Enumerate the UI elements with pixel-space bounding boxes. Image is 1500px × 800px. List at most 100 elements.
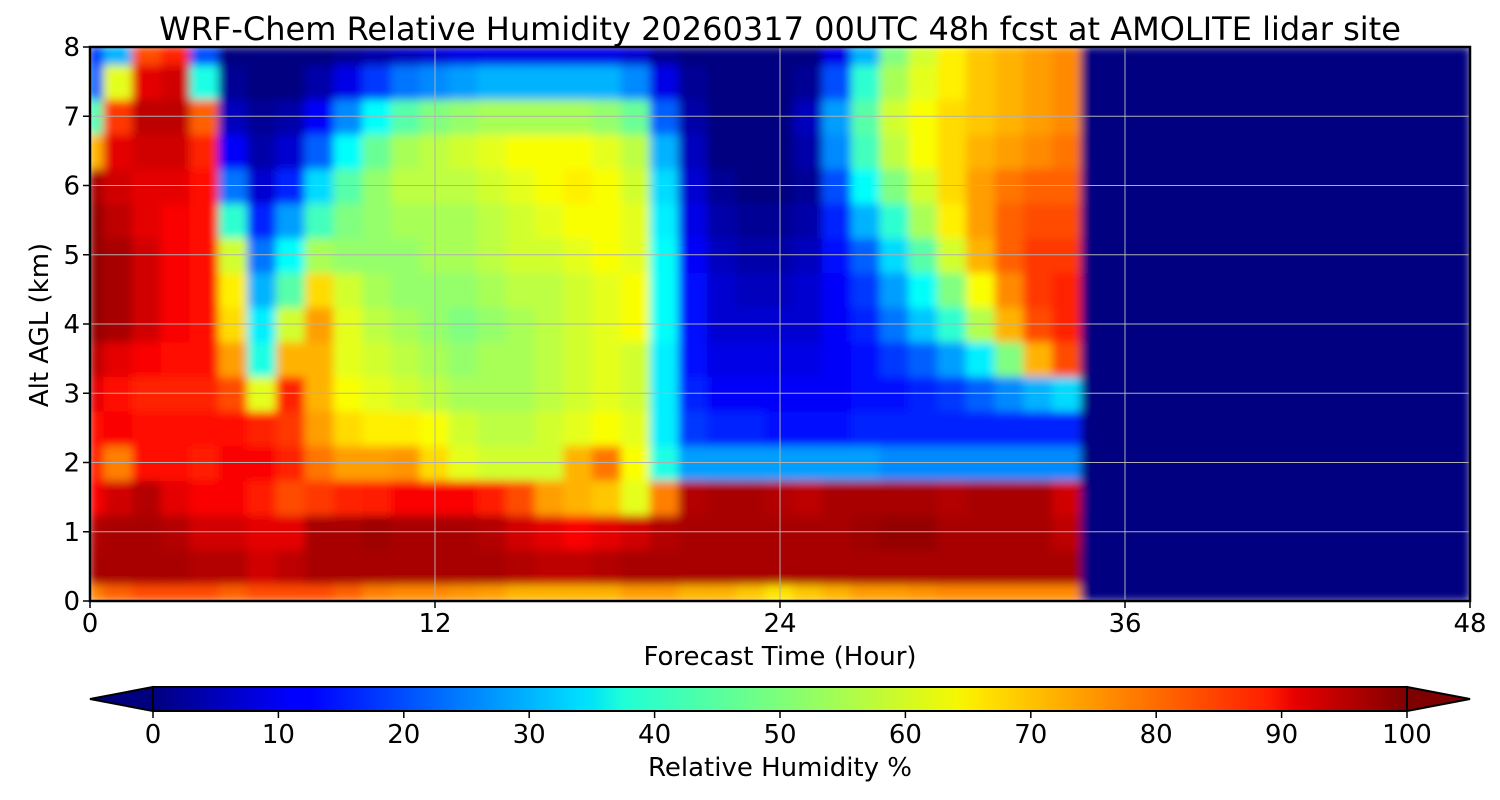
- heatmap-cell: [1195, 409, 1227, 447]
- heatmap-cell: [189, 47, 221, 66]
- heatmap-cell: [850, 478, 882, 516]
- heatmap-cell: [735, 47, 767, 66]
- heatmap-cell: [1253, 548, 1285, 585]
- heatmap-cell: [275, 63, 307, 100]
- heatmap-cell: [189, 63, 221, 100]
- heatmap-cell: [90, 409, 106, 447]
- heatmap-cell: [1310, 132, 1342, 170]
- heatmap-cell: [678, 47, 710, 66]
- heatmap-cell: [735, 478, 767, 516]
- heatmap-cell: [994, 340, 1026, 377]
- heatmap-cell: [90, 132, 106, 170]
- heatmap-cell: [965, 548, 997, 585]
- heatmap-cell: [448, 478, 480, 516]
- y-tick-label: 4: [63, 310, 80, 340]
- chart-title: WRF-Chem Relative Humidity 20260317 00UT…: [159, 10, 1401, 48]
- heatmap-cell: [620, 132, 652, 170]
- heatmap-cell: [1339, 63, 1371, 100]
- heatmap-cell: [1454, 271, 1470, 308]
- heatmap-cell: [362, 340, 393, 377]
- heatmap-cell: [678, 271, 710, 308]
- heatmap-cell: [1224, 201, 1256, 239]
- heatmap-cell: [1224, 409, 1256, 447]
- heatmap-cell: [563, 201, 595, 239]
- heatmap-cell: [678, 132, 710, 170]
- heatmap-cell: [822, 132, 853, 170]
- heatmap-cell: [1425, 582, 1457, 601]
- heatmap-cell: [707, 409, 738, 447]
- heatmap-cell: [247, 340, 278, 377]
- heatmap-cell: [822, 409, 853, 447]
- colorbar-tick-label: 90: [1265, 720, 1298, 750]
- heatmap-cell: [448, 582, 480, 601]
- heatmap-cell: [390, 63, 422, 100]
- y-tick-label: 2: [63, 449, 80, 479]
- heatmap-cell: [390, 47, 422, 66]
- heatmap-cell: [620, 582, 652, 601]
- heatmap-cell: [620, 201, 652, 239]
- heatmap-cell: [160, 478, 192, 516]
- heatmap-cell: [1282, 409, 1313, 447]
- heatmap-cell: [1052, 340, 1083, 377]
- heatmap-cell: [477, 478, 508, 516]
- heatmap-cell: [477, 340, 508, 377]
- heatmap-cell: [132, 47, 163, 66]
- heatmap-cell: [563, 409, 595, 447]
- heatmap-cell: [994, 63, 1026, 100]
- heatmap-cell: [563, 132, 595, 170]
- heatmap-cell: [333, 132, 365, 170]
- colorbar-tick-label: 80: [1140, 720, 1173, 750]
- heatmap-cell: [505, 478, 537, 516]
- heatmap-cell: [1167, 478, 1198, 516]
- heatmap-cell: [189, 132, 221, 170]
- heatmap-cell: [477, 132, 508, 170]
- heatmap-cell: [505, 582, 537, 601]
- heatmap-cell: [90, 478, 106, 516]
- heatmap-cell: [189, 201, 221, 239]
- heatmap-cell: [1368, 409, 1400, 447]
- heatmap-cell: [822, 201, 853, 239]
- x-tick-label: 12: [418, 609, 451, 639]
- heatmap-cell: [189, 409, 221, 447]
- heatmap-cell: [275, 271, 307, 308]
- heatmap-cell: [103, 47, 135, 66]
- heatmap-cell: [103, 201, 135, 239]
- heatmap-cell: [534, 548, 566, 585]
- heatmap-cell: [1138, 271, 1170, 308]
- heatmap-cell: [937, 271, 968, 308]
- heatmap-cell: [304, 47, 336, 66]
- heatmap-cell: [678, 548, 710, 585]
- heatmap-cell: [735, 548, 767, 585]
- heatmap-cell: [1023, 478, 1055, 516]
- heatmap-cell: [534, 271, 566, 308]
- heatmap-cell: [563, 548, 595, 585]
- heatmap-cell: [563, 271, 595, 308]
- colorbar-gradient: [152, 686, 1408, 712]
- heatmap-cell: [1167, 201, 1198, 239]
- heatmap-cell: [1310, 63, 1342, 100]
- heatmap-cell: [620, 271, 652, 308]
- heatmap-cell: [1368, 582, 1400, 601]
- heatmap-cell: [160, 409, 192, 447]
- heatmap-cell: [1368, 132, 1400, 170]
- heatmap-cell: [505, 340, 537, 377]
- heatmap-cell: [1339, 47, 1371, 66]
- heatmap-cell: [304, 340, 336, 377]
- heatmap-cell: [247, 582, 278, 601]
- heatmap-cell: [822, 478, 853, 516]
- heatmap-cell: [1023, 47, 1055, 66]
- colorbar-extend-max: [1406, 685, 1471, 713]
- heatmap-cell: [160, 340, 192, 377]
- heatmap-cell: [1425, 340, 1457, 377]
- heatmap-cell: [563, 478, 595, 516]
- heatmap-cell: [218, 340, 250, 377]
- y-tick-label: 5: [63, 241, 80, 271]
- heatmap-cell: [477, 271, 508, 308]
- heatmap-cell: [1310, 409, 1342, 447]
- heatmap-cell: [793, 548, 825, 585]
- heatmap-cell: [793, 47, 825, 66]
- heatmap-cell: [1368, 271, 1400, 308]
- heatmap-cell: [505, 63, 537, 100]
- heatmap-cell: [1023, 63, 1055, 100]
